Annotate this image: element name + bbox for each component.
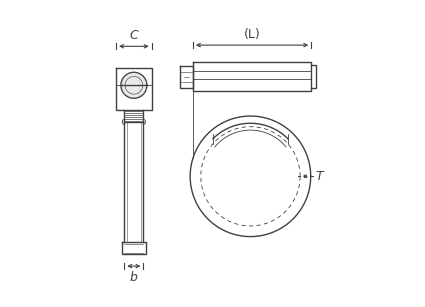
Text: (L): (L) bbox=[244, 28, 261, 41]
Text: b: b bbox=[130, 271, 138, 284]
Text: T: T bbox=[315, 170, 323, 183]
Text: C: C bbox=[130, 29, 138, 42]
